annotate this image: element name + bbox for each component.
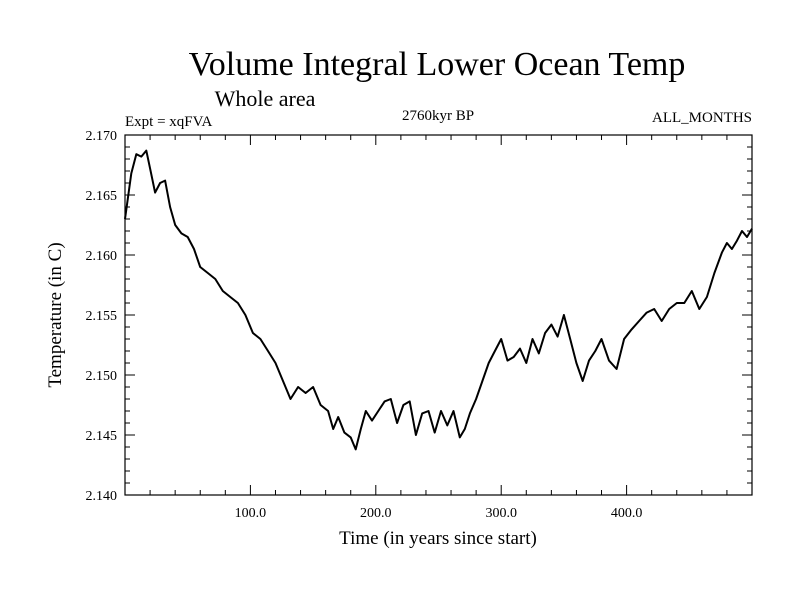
x-tick-label: 300.0: [485, 506, 517, 521]
chart-subtitle: Whole area: [215, 86, 316, 111]
series-line: [124, 149, 753, 451]
x-tick-label: 200.0: [360, 506, 392, 521]
chart-title: Volume Integral Lower Ocean Temp: [189, 46, 686, 83]
period-label: 2760kyr BP: [402, 108, 474, 124]
y-axis-ticks: 2.140 2.145 2.150 2.155 2.160 2.165 2.170: [86, 129, 752, 504]
y-tick-label: 2.170: [86, 129, 118, 144]
y-axis-label: Temperature (in C): [45, 242, 66, 387]
y-tick-label: 2.150: [86, 369, 118, 384]
x-axis-label: Time (in years since start): [339, 528, 537, 549]
expt-label: Expt = xqFVA: [125, 114, 213, 130]
y-tick-label: 2.160: [86, 249, 118, 264]
y-tick-label: 2.155: [86, 309, 118, 324]
x-tick-label: 100.0: [235, 506, 267, 521]
months-label: ALL_MONTHS: [652, 110, 752, 126]
plot-frame: [124, 134, 753, 496]
x-axis-ticks: 100.0 200.0 300.0 400.0: [124, 135, 753, 521]
y-tick-label: 2.165: [86, 189, 118, 204]
y-tick-label: 2.140: [86, 489, 118, 504]
y-tick-label: 2.145: [86, 429, 118, 444]
x-tick-label: 400.0: [611, 506, 643, 521]
series-group: [124, 149, 753, 451]
